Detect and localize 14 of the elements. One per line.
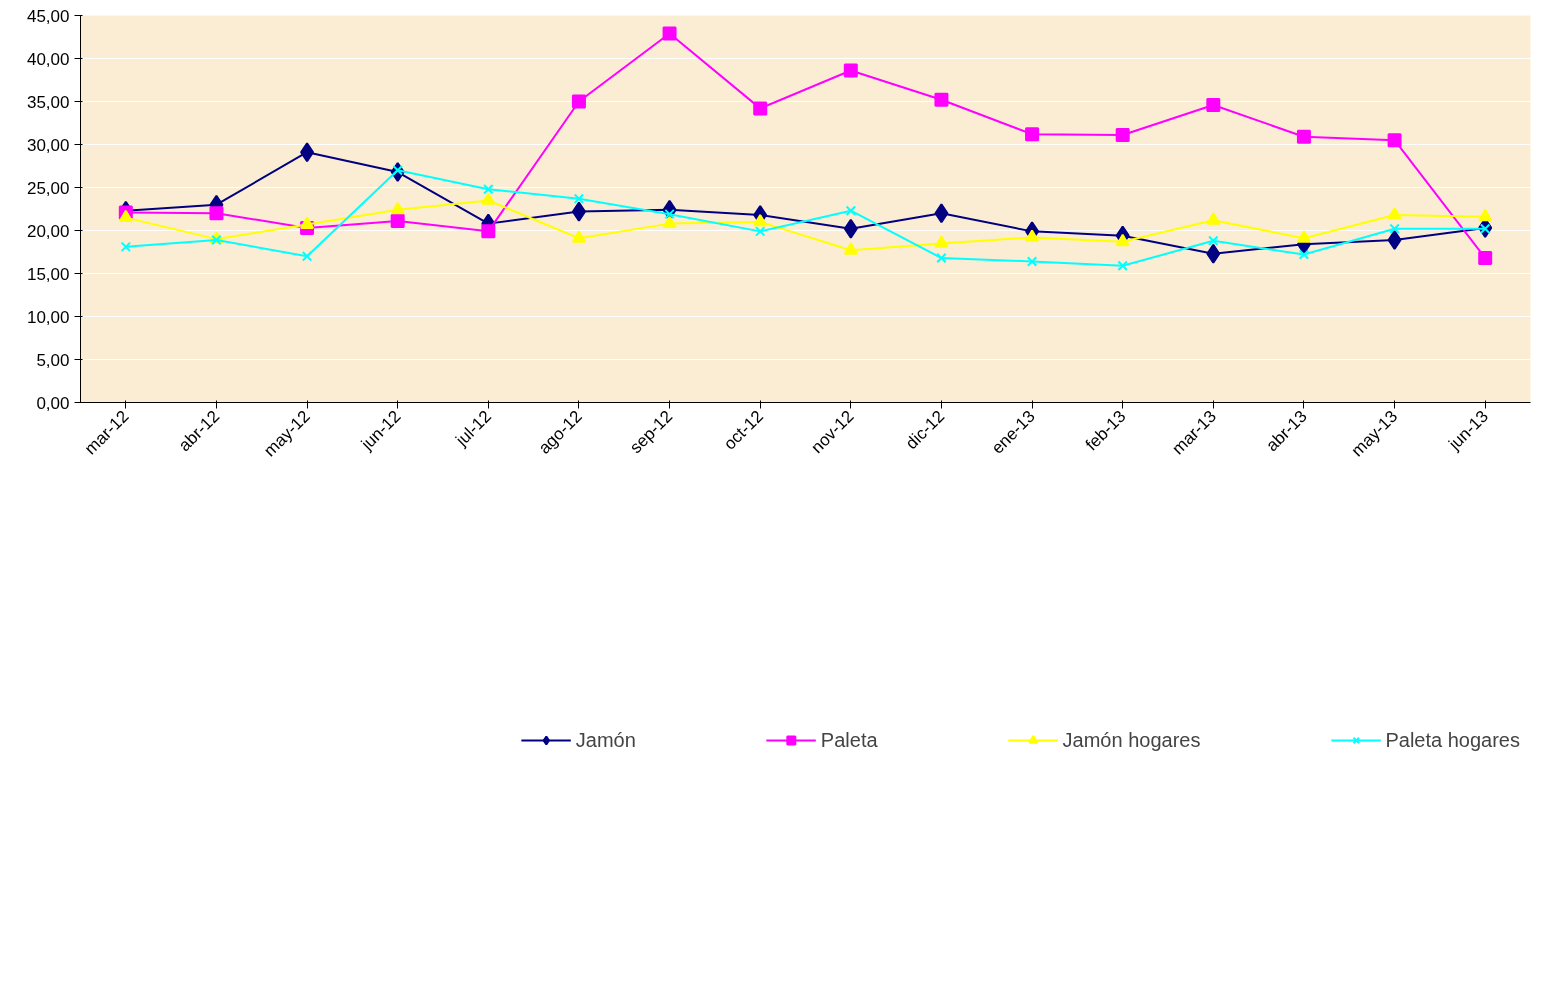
y-tick-label: 40,00 xyxy=(26,49,70,69)
y-tick-label: 10,00 xyxy=(26,307,70,327)
y-tick-label: 15,00 xyxy=(26,264,70,284)
y-tick-label: 25,00 xyxy=(26,178,70,198)
y-tick-label: 20,00 xyxy=(26,221,70,241)
legend-label: Paleta hogares xyxy=(1385,728,1520,752)
legend-label: Jamón hogares xyxy=(1062,728,1201,752)
legend-label: Paleta xyxy=(820,728,878,752)
y-tick-label: 45,00 xyxy=(26,6,70,26)
y-tick-label: 0,00 xyxy=(36,393,70,413)
y-tick-label: 30,00 xyxy=(26,135,70,155)
y-tick-label: 5,00 xyxy=(36,350,70,370)
y-tick-label: 35,00 xyxy=(26,92,70,112)
legend-label: Jamón xyxy=(575,728,636,752)
